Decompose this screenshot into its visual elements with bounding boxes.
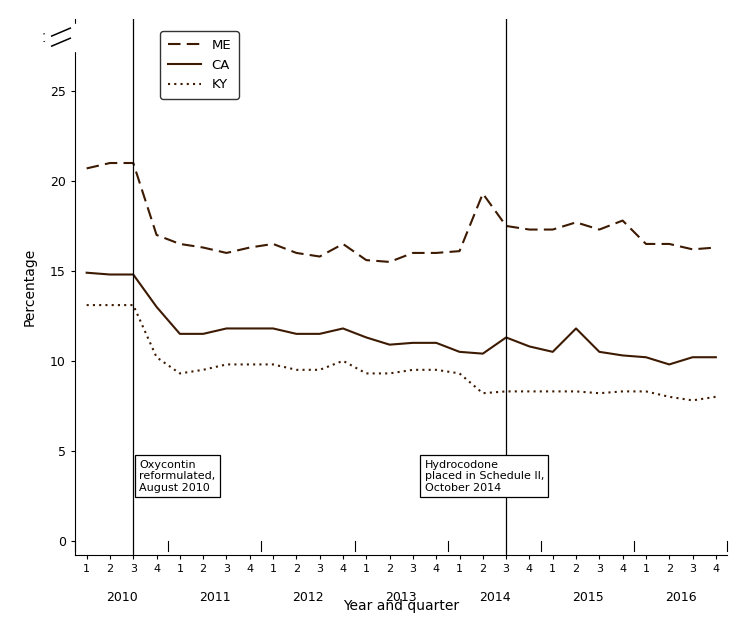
X-axis label: Year and quarter: Year and quarter <box>344 599 459 613</box>
Text: 2015: 2015 <box>572 591 604 604</box>
Bar <box>45 24 80 50</box>
Y-axis label: Percentage: Percentage <box>22 248 37 326</box>
Text: Hydrocodone
placed in Schedule II,
October 2014: Hydrocodone placed in Schedule II, Octob… <box>424 460 544 493</box>
Text: 2013: 2013 <box>386 591 417 604</box>
Text: Oxycontin
reformulated,
August 2010: Oxycontin reformulated, August 2010 <box>139 460 215 493</box>
Text: 2011: 2011 <box>199 591 231 604</box>
Text: 2010: 2010 <box>106 591 137 604</box>
Text: 2016: 2016 <box>665 591 697 604</box>
Text: 2014: 2014 <box>478 591 510 604</box>
Legend: ME, CA, KY: ME, CA, KY <box>160 31 239 99</box>
Text: 2012: 2012 <box>292 591 324 604</box>
